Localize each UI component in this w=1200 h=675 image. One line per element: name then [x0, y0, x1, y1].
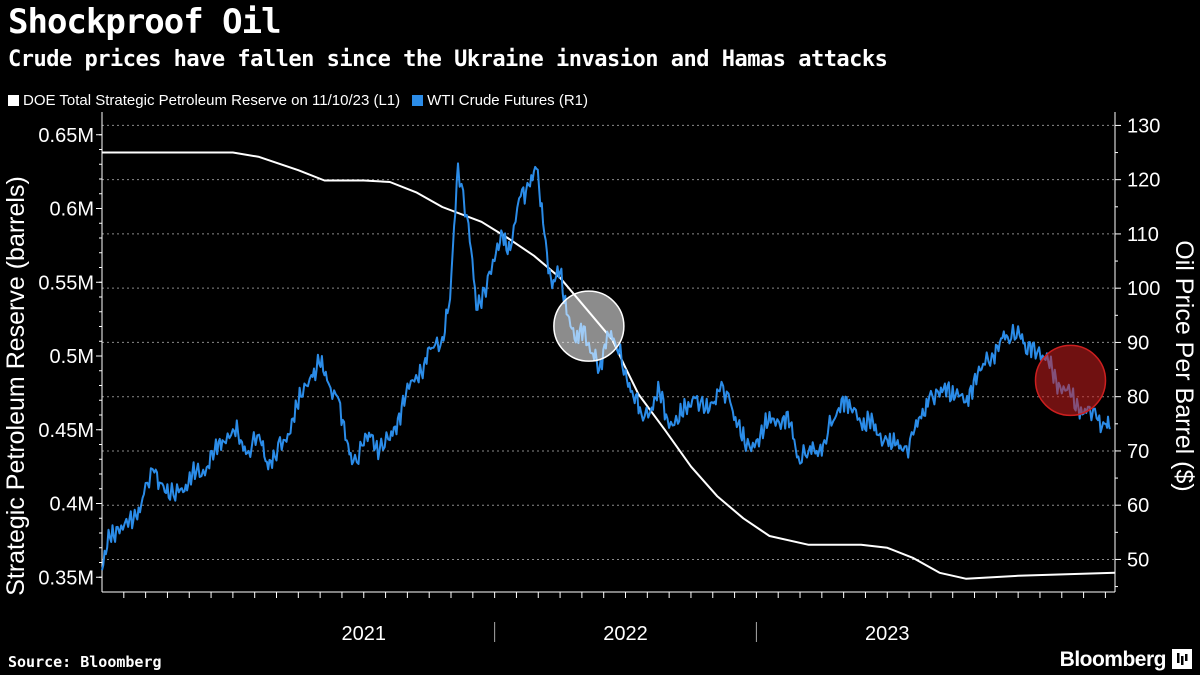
ukraine-invasion-circle [553, 290, 625, 362]
x-tick-label-2021: 2021 [342, 623, 387, 645]
legend-label-wti: WTI Crude Futures (R1) [427, 92, 589, 109]
right-axis-title: Oil Price Per Barrel ($) [1170, 240, 1198, 491]
left-tick-label: 0.45M [38, 420, 94, 442]
terminal-glyph-icon [1177, 653, 1188, 665]
spr-series-line [102, 151, 1116, 580]
legend-swatch-wti [412, 95, 424, 106]
chart-title: Shockproof Oil [8, 2, 282, 42]
left-tick-label: 0.35M [38, 567, 94, 589]
right-tick-label: 100 [1127, 278, 1160, 300]
bloomberg-logo: Bloomberg [1059, 648, 1167, 671]
x-tick-label-2022: 2022 [603, 623, 648, 645]
legend-label-spr: DOE Total Strategic Petroleum Reserve on… [23, 92, 401, 109]
legend: DOE Total Strategic Petroleum Reserve on… [8, 92, 600, 109]
annotation-layer [553, 290, 1107, 417]
right-tick-label: 110 [1127, 224, 1159, 246]
right-tick-label: 50 [1127, 549, 1149, 571]
axis-labels: 0.35M 0.4M 0.45M 0.5M 0.55M 0.6M 0.65M 50 60 70 80… [2, 115, 1198, 645]
left-axis-title: Strategic Petroleum Reserve (barrels) [2, 176, 30, 596]
legend-item-wti: WTI Crude Futures (R1) [412, 92, 588, 109]
left-tick-label: 0.4M [50, 494, 94, 516]
right-tick-label: 60 [1127, 495, 1149, 517]
source-note: Source: Bloomberg [8, 653, 162, 671]
hamas-attacks-circle [1034, 344, 1107, 417]
left-tick-label: 0.5M [50, 346, 94, 368]
right-tick-label: 80 [1127, 387, 1149, 409]
right-tick-label: 70 [1127, 441, 1149, 463]
chart-subtitle: Crude prices have fallen since the Ukrai… [8, 47, 888, 72]
left-tick-label: 0.65M [38, 125, 94, 147]
left-tick-label: 0.55M [38, 272, 94, 294]
left-tick-label: 0.6M [50, 199, 94, 221]
wti-series-line [101, 162, 1111, 571]
axes-frame [101, 112, 1116, 593]
legend-swatch-spr [8, 95, 19, 106]
axis-ticks [96, 124, 1121, 642]
right-tick-label: 90 [1127, 332, 1149, 354]
bloomberg-terminal-icon [1172, 649, 1192, 669]
legend-item-spr: DOE Total Strategic Petroleum Reserve on… [8, 92, 400, 109]
right-tick-label: 130 [1127, 115, 1160, 137]
series-layer [101, 151, 1116, 580]
right-tick-label: 120 [1127, 170, 1160, 192]
x-tick-label-2023: 2023 [865, 623, 910, 645]
